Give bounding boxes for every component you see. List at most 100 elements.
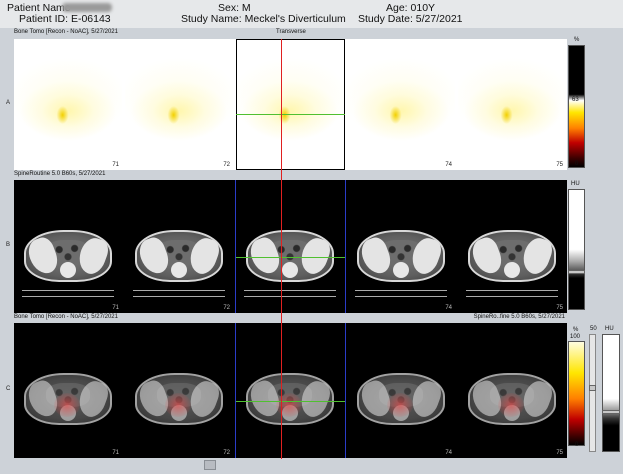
study-date: Study Date: 5/27/2021 <box>358 13 463 25</box>
spine <box>171 262 187 278</box>
fusion-uptake <box>54 393 80 417</box>
ct-slice-tile[interactable]: 75 <box>458 180 566 313</box>
section-fusion: Bone Tomo [Recon - NoAC], 5/27/2021 Spin… <box>14 314 567 459</box>
frame-line-left <box>235 180 236 313</box>
row-label-a: A <box>6 100 11 106</box>
slice-number: 75 <box>556 450 563 456</box>
crosshair-horizontal[interactable] <box>236 114 345 115</box>
selected-slice-frame <box>236 39 345 170</box>
fusion-image-strip[interactable]: 71 72 74 75 <box>14 323 567 458</box>
ct-table <box>355 296 447 297</box>
colorbar-a-unit: % <box>574 37 580 43</box>
patient-age: Age: 010Y <box>386 2 436 14</box>
fusion-uptake <box>387 393 413 417</box>
fusion-uptake <box>165 393 191 417</box>
nm-image-strip[interactable]: 71 72 74 75 <box>14 39 567 170</box>
spine <box>393 262 409 278</box>
colorbar-c-bottom: 0 <box>575 442 579 448</box>
row-label-c: C <box>6 386 11 392</box>
slice-number: 75 <box>556 305 563 311</box>
series-title-c: Bone Tomo [Recon - NoAC], 5/27/2021 <box>14 314 118 320</box>
series-title-b: SpineRoutine 5.0 B60s, 5/27/2021 <box>14 171 106 177</box>
series-title-c-right: SpineRo..fine 5.0 B60s, 5/27/2021 <box>473 314 565 320</box>
colorbar-c-top: 100 <box>570 334 581 340</box>
nm-slice-tile[interactable]: 74 <box>347 39 455 170</box>
ct-table <box>22 296 114 297</box>
spine <box>504 262 520 278</box>
frame-line-right <box>345 323 346 458</box>
study-name: Study Name: Meckel's Diverticulum <box>181 13 346 25</box>
slice-number: 74 <box>445 305 452 311</box>
ct-image-strip[interactable]: 71 72 74 75 <box>14 180 567 313</box>
slice-number: 72 <box>223 305 230 311</box>
nm-slice-tile[interactable]: 75 <box>458 39 566 170</box>
patient-sex: Sex: M <box>218 2 251 14</box>
fusion-slice-tile-selected[interactable] <box>236 323 344 458</box>
redacted-name <box>62 3 112 12</box>
slice-number: 71 <box>112 162 119 168</box>
blend-value: 50 <box>590 326 597 332</box>
ct-slice-tile[interactable]: 71 <box>14 180 122 313</box>
view-title-transverse: Transverse <box>276 29 306 35</box>
fusion-uptake <box>498 393 524 417</box>
window-level-handle[interactable] <box>568 270 585 274</box>
crosshair-horizontal[interactable] <box>236 257 345 258</box>
nm-uptake <box>236 39 344 170</box>
row-label-b: B <box>6 242 11 248</box>
scroll-handle[interactable] <box>204 460 216 470</box>
colorbar-c-hu[interactable] <box>602 334 620 452</box>
ct-slice-tile-selected[interactable] <box>236 180 344 313</box>
fusion-slice-tile[interactable]: 72 <box>125 323 233 458</box>
ct-table <box>466 290 558 291</box>
ct-slice-tile[interactable]: 72 <box>125 180 233 313</box>
frame-line-left <box>235 323 236 458</box>
crosshair-vertical[interactable] <box>281 39 282 459</box>
section-nm-transverse: Bone Tomo [Recon - NoAC], 5/27/2021 Tran… <box>14 29 567 172</box>
nm-uptake <box>347 39 455 170</box>
colorbar-a-mid: 63 <box>572 97 579 103</box>
ct-table <box>133 290 225 291</box>
colorbar-a-bottom: 0 <box>575 161 579 167</box>
slice-number: 74 <box>445 162 452 168</box>
fusion-uptake <box>276 393 302 417</box>
nm-uptake <box>125 39 233 170</box>
patient-name-label: Patient Name <box>7 2 71 14</box>
ct-table <box>466 296 558 297</box>
fusion-slice-tile[interactable]: 71 <box>14 323 122 458</box>
nm-slice-tile-selected[interactable] <box>236 39 344 170</box>
nm-slice-tile[interactable]: 72 <box>125 39 233 170</box>
slice-number: 72 <box>223 450 230 456</box>
section-ct: SpineRoutine 5.0 B60s, 5/27/2021 71 72 7… <box>14 171 567 314</box>
ct-table <box>244 290 336 291</box>
spine <box>282 262 298 278</box>
fusion-slice-tile[interactable]: 74 <box>347 323 455 458</box>
ct-table <box>133 296 225 297</box>
slice-number: 71 <box>112 450 119 456</box>
slice-number: 75 <box>556 162 563 168</box>
ct-table <box>244 296 336 297</box>
colorbar-b-unit: HU <box>571 181 580 187</box>
series-title-a: Bone Tomo [Recon - NoAC], 5/27/2021 <box>14 29 118 35</box>
blend-slider-thumb[interactable] <box>589 385 596 391</box>
slice-number: 72 <box>223 162 230 168</box>
blend-slider[interactable] <box>589 334 596 452</box>
slice-number: 71 <box>112 305 119 311</box>
nm-slice-tile[interactable]: 71 <box>14 39 122 170</box>
nm-uptake <box>14 39 122 170</box>
nm-uptake <box>458 39 566 170</box>
crosshair-horizontal[interactable] <box>236 401 345 402</box>
frame-line-right <box>345 180 346 313</box>
fusion-slice-tile[interactable]: 75 <box>458 323 566 458</box>
colorbar-c[interactable] <box>568 341 585 446</box>
colorbar-b[interactable] <box>568 189 585 310</box>
patient-header: Patient Name Patient ID: E-06143 Sex: M … <box>0 0 623 28</box>
ct-slice-tile[interactable]: 74 <box>347 180 455 313</box>
slice-number: 74 <box>445 450 452 456</box>
colorbar-a[interactable] <box>568 45 585 168</box>
colorbar-c-unit: % <box>573 327 579 333</box>
patient-id: Patient ID: E-06143 <box>19 13 111 25</box>
ct-table <box>355 290 447 291</box>
colorbar-c-unit-hu: HU <box>605 326 614 332</box>
fusion-window-handle[interactable] <box>602 410 620 414</box>
ct-table <box>22 290 114 291</box>
